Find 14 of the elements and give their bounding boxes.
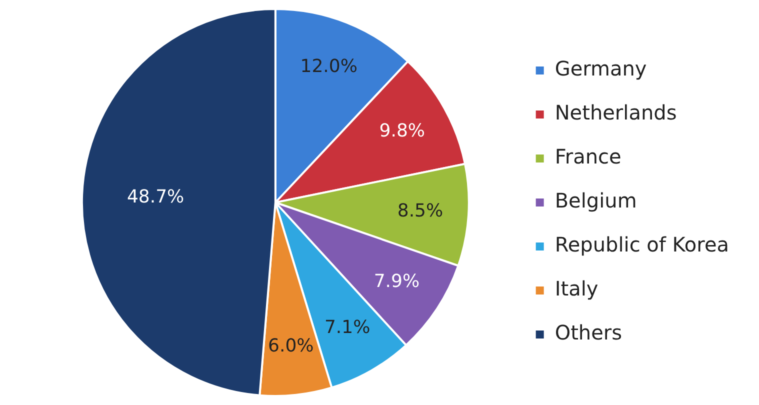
legend-label: Italy (554, 276, 598, 301)
data-label: 48.7% (126, 186, 184, 208)
legend-label: Belgium (554, 188, 637, 213)
legend-label: France (554, 144, 622, 169)
data-label: 7.1% (324, 317, 370, 338)
legend-label: Netherlands (554, 100, 677, 125)
data-label: 9.8% (379, 120, 426, 142)
data-label: 6.0% (268, 335, 314, 356)
legend-label: Republic of Korea (554, 232, 729, 257)
data-label: 8.5% (397, 200, 444, 222)
data-label: 12.0% (300, 56, 358, 78)
legend-label: Others (554, 320, 622, 345)
data-label: 7.9% (374, 270, 420, 292)
legend-label: Germany (554, 56, 647, 81)
